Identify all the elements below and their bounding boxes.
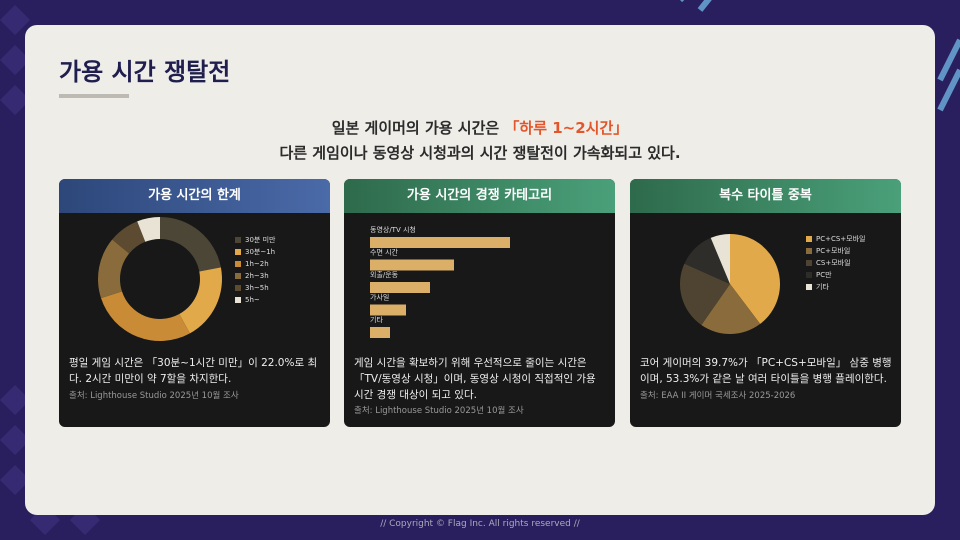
legend-label: 2h~3h bbox=[245, 272, 269, 280]
subtitle-text: 일본 게이머의 가용 시간은 bbox=[331, 119, 505, 137]
bar bbox=[370, 304, 406, 316]
bar-label: 외출/운동 bbox=[370, 270, 399, 279]
caption-text: 평일 게임 시간은 「30분~1시간 미만」이 22.0%로 최다. 2시간 미… bbox=[69, 357, 318, 385]
legend-swatch bbox=[235, 261, 241, 267]
caption-text: 게임 시간을 확보하기 위해 우선적으로 줄이는 시간은 「TV/동영상 시청」… bbox=[354, 357, 596, 401]
slice bbox=[730, 234, 780, 324]
slide-title: 가용 시간 쟁탈전 bbox=[59, 58, 231, 86]
legend-label: PC+CS+모바일 bbox=[816, 234, 866, 243]
subtitle-line: 일본 게이머의 가용 시간은 「하루 1~2시간」 bbox=[0, 117, 960, 138]
bar-label: 기타 bbox=[370, 315, 383, 324]
caption-text: 코어 게이머의 39.7%가 「PC+CS+모바일」 삼중 병행이며, 53.3… bbox=[640, 357, 892, 385]
slice bbox=[701, 284, 761, 334]
caption: 게임 시간을 확보하기 위해 우선적으로 줄이는 시간은 「TV/동영상 시청」… bbox=[354, 356, 606, 418]
footer: // Copyright © Flag Inc. All rights rese… bbox=[380, 519, 580, 529]
legend-swatch bbox=[235, 237, 241, 243]
legend-swatch bbox=[806, 236, 812, 242]
legend-swatch bbox=[806, 260, 812, 266]
panel-title: 가용 시간의 한계 bbox=[59, 179, 330, 213]
caption: 평일 게임 시간은 「30분~1시간 미만」이 22.0%로 최다. 2시간 미… bbox=[69, 356, 321, 402]
bar-label: 동영상/TV 시청 bbox=[370, 225, 416, 234]
legend-label: 5h~ bbox=[245, 296, 260, 304]
slice bbox=[684, 237, 730, 284]
subtitle-line: 다른 게임이나 동영상 시청과의 시간 쟁탈전이 가속화되고 있다. bbox=[279, 144, 681, 162]
slice bbox=[710, 234, 730, 284]
legend-label: 기타 bbox=[816, 282, 829, 291]
chart: 30분 미만 30분~1h 1h~2h 2h~3h 3h~5h 5h~ bbox=[98, 217, 276, 341]
legend-swatch bbox=[806, 284, 812, 290]
panel-title: 복수 타이틀 중복 bbox=[630, 179, 901, 213]
panel-title: 가용 시간의 경쟁 카테고리 bbox=[344, 179, 615, 213]
legend-swatch bbox=[806, 272, 812, 278]
source: 출처: EAA II 게이머 국세조사 2025-2026 bbox=[640, 390, 796, 401]
legend-swatch bbox=[235, 285, 241, 291]
panel: 동영상/TV 시청 수면 시간 외출/운동 가사일 기타 가용 시간의 경쟁 카테고리 … bbox=[344, 179, 615, 427]
title-rule bbox=[59, 94, 129, 98]
subtitle-highlight: 「하루 1~2시간」 bbox=[504, 119, 629, 137]
source: 출처: Lighthouse Studio 2025년 10월 조사 bbox=[354, 406, 524, 417]
legend-swatch bbox=[235, 249, 241, 255]
legend-label: 30분~1h bbox=[245, 248, 275, 256]
slice bbox=[98, 239, 130, 299]
slice bbox=[112, 221, 146, 254]
legend-label: 1h~2h bbox=[245, 260, 269, 268]
legend-swatch bbox=[806, 248, 812, 254]
bar bbox=[370, 237, 510, 248]
legend-label: 30분 미만 bbox=[245, 235, 276, 244]
bar bbox=[370, 327, 390, 338]
legend-label: CS+모바일 bbox=[816, 258, 851, 267]
legend-swatch bbox=[235, 273, 241, 279]
caption: 코어 게이머의 39.7%가 「PC+CS+모바일」 삼중 병행이며, 53.3… bbox=[640, 356, 892, 402]
panel: 30분 미만 30분~1h 1h~2h 2h~3h 3h~5h 5h~ 가용 시간의 한계… bbox=[59, 179, 330, 427]
legend-label: PC+모바일 bbox=[816, 246, 850, 255]
slice bbox=[101, 291, 190, 341]
bar-label: 수면 시간 bbox=[370, 248, 399, 257]
bar bbox=[370, 259, 454, 271]
slice bbox=[179, 267, 222, 334]
legend-label: 3h~5h bbox=[245, 284, 269, 292]
source: 출처: Lighthouse Studio 2025년 10월 조사 bbox=[69, 390, 239, 401]
slice bbox=[160, 217, 221, 272]
legend-label: PC만 bbox=[816, 270, 832, 279]
legend-swatch bbox=[235, 297, 241, 303]
bar-label: 가사일 bbox=[370, 293, 389, 302]
slice bbox=[680, 263, 730, 325]
bar bbox=[370, 282, 430, 293]
slice bbox=[137, 217, 160, 242]
